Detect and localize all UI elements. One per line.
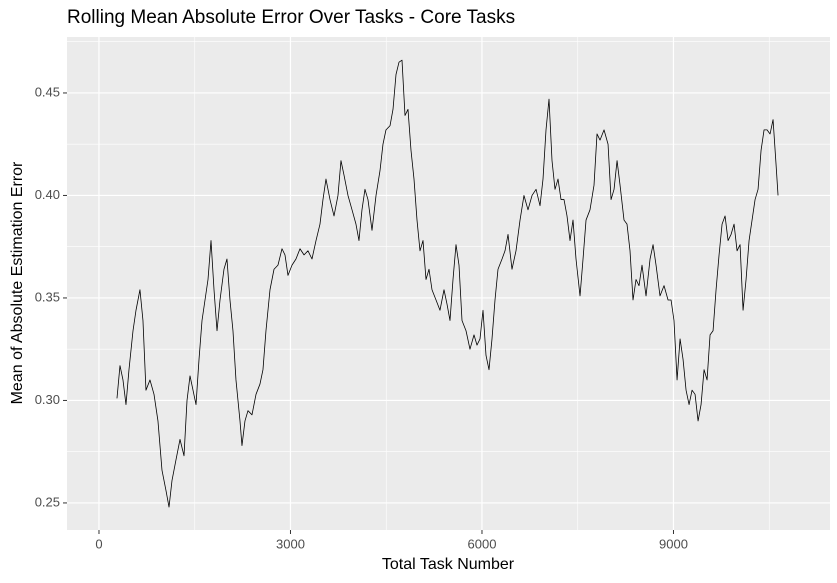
x-axis-title: Total Task Number	[382, 556, 515, 573]
chart-title: Rolling Mean Absolute Error Over Tasks -…	[67, 7, 515, 28]
y-tick-label: 0.30	[35, 392, 60, 407]
line	[116, 59, 779, 508]
y-tick-label: 0.45	[35, 84, 60, 99]
x-tick-label: 3000	[276, 536, 305, 551]
panel	[67, 37, 830, 530]
y-tick-label: 0.25	[35, 494, 60, 509]
x-tick-label: 9000	[659, 536, 688, 551]
x-tick-label: 0	[95, 536, 102, 551]
y-tick-label: 0.35	[35, 289, 60, 304]
y-axis-title: Mean of Absolute Estimation Error	[9, 161, 26, 404]
y-tick-label: 0.40	[35, 187, 60, 202]
x-tick-label: 6000	[468, 536, 497, 551]
